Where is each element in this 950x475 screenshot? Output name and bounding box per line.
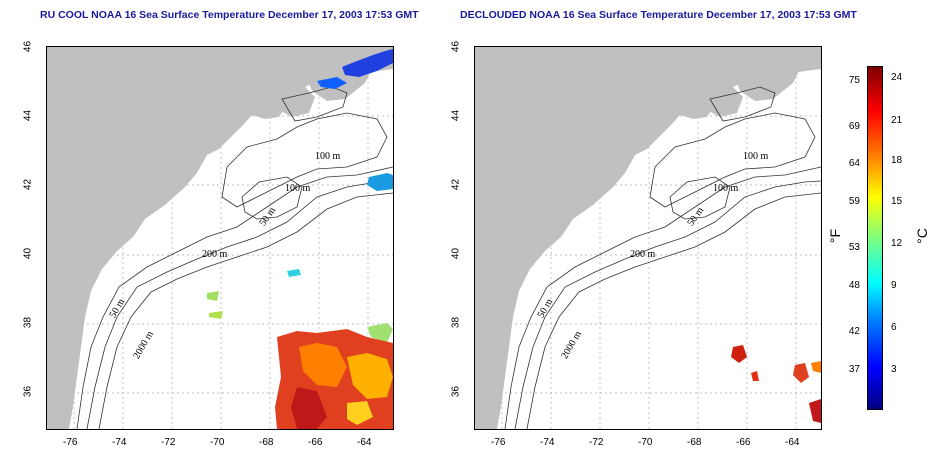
sst-patches — [207, 49, 393, 429]
land-mass — [47, 47, 393, 429]
contour-label: 100 m — [743, 151, 769, 162]
colorbar-c-label: 12 — [891, 238, 903, 249]
lon-tick-label: -72 — [589, 437, 604, 448]
left-map-title: RU COOL NOAA 16 Sea Surface Temperature … — [40, 9, 419, 21]
sst-map-declouded[interactable]: 100 m 100 m 50 m 200 m 50 m 2000 m — [474, 46, 822, 430]
contour-label: 50 m — [685, 205, 706, 228]
map-canvas: 100 m 100 m 50 m 200 m 50 m 2000 m — [47, 47, 393, 429]
lon-tick-label: -70 — [638, 437, 653, 448]
sst-map-raw[interactable]: 100 m 100 m 50 m 200 m 50 m 2000 m — [46, 46, 394, 430]
contour-label: 200 m — [202, 249, 228, 260]
lat-tick-label: 36 — [22, 385, 34, 398]
contour-label: 2000 m — [131, 329, 156, 361]
colorbar-c-label: 24 — [891, 72, 903, 83]
colorbar-f-label: 42 — [848, 326, 860, 337]
lat-tick-label: 42 — [450, 178, 462, 191]
map-canvas: 100 m 100 m 50 m 200 m 50 m 2000 m — [475, 47, 821, 429]
colorbar-f-label: 53 — [848, 242, 860, 253]
lon-tick-label: -76 — [491, 437, 506, 448]
lon-tick-label: -66 — [308, 437, 323, 448]
lat-tick-label: 38 — [450, 316, 462, 329]
temperature-colorbar — [867, 66, 883, 410]
colorbar-f-label: 48 — [848, 280, 860, 291]
lon-tick-label: -74 — [112, 437, 127, 448]
lat-tick-label: 38 — [22, 316, 34, 329]
colorbar-c-label: 3 — [891, 364, 897, 375]
colorbar-c-label: 21 — [891, 115, 903, 126]
colorbar-c-label: 6 — [891, 322, 897, 333]
lon-tick-label: -68 — [687, 437, 702, 448]
fahrenheit-unit-label: °F — [827, 228, 844, 244]
lon-tick-label: -70 — [210, 437, 225, 448]
celsius-unit-label: °C — [913, 228, 930, 244]
colorbar-c-label: 18 — [891, 155, 903, 166]
colorbar-c-label: 15 — [891, 196, 903, 207]
lon-tick-label: -64 — [357, 437, 372, 448]
land-mass — [475, 47, 821, 429]
colorbar-f-label: 37 — [848, 364, 860, 375]
contour-label: 200 m — [630, 249, 656, 260]
lon-tick-label: -64 — [785, 437, 800, 448]
contour-label: 50 m — [108, 297, 128, 320]
colorbar-c-label: 9 — [891, 280, 897, 291]
contour-label: 2000 m — [559, 329, 584, 361]
contour-label: 50 m — [257, 205, 278, 228]
lat-tick-label: 42 — [22, 178, 34, 191]
lon-tick-label: -72 — [161, 437, 176, 448]
lat-tick-label: 46 — [22, 40, 34, 53]
sst-patches — [731, 345, 821, 423]
lon-tick-label: -76 — [63, 437, 78, 448]
lat-tick-label: 44 — [22, 109, 34, 122]
right-map-title: DECLOUDED NOAA 16 Sea Surface Temperatur… — [460, 9, 857, 21]
contour-label: 100 m — [713, 183, 739, 194]
lat-tick-label: 40 — [450, 247, 462, 260]
lat-tick-label: 44 — [450, 109, 462, 122]
colorbar-f-label: 64 — [848, 158, 860, 169]
lon-tick-label: -74 — [540, 437, 555, 448]
contour-label: 100 m — [315, 151, 341, 162]
contour-label: 100 m — [285, 183, 311, 194]
colorbar-f-label: 69 — [848, 121, 860, 132]
lon-tick-label: -68 — [259, 437, 274, 448]
colorbar-f-label: 59 — [848, 196, 860, 207]
lon-tick-label: -66 — [736, 437, 751, 448]
lat-tick-label: 40 — [22, 247, 34, 260]
lat-tick-label: 46 — [450, 40, 462, 53]
colorbar-f-label: 75 — [848, 75, 860, 86]
contour-label: 50 m — [536, 297, 556, 320]
lat-tick-label: 36 — [450, 385, 462, 398]
